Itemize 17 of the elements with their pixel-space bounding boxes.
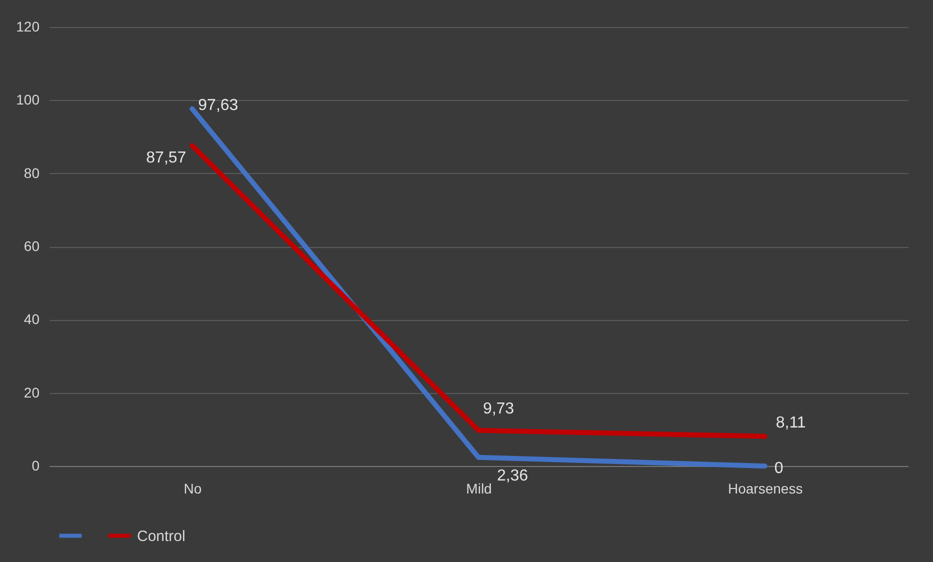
y-tick-label: 80	[24, 164, 40, 181]
y-tick-label: 20	[24, 384, 40, 400]
data-label: 8,11	[776, 414, 806, 432]
legend-label: Control	[137, 528, 186, 545]
data-label: 87,57	[146, 150, 186, 167]
y-tick-label: 60	[24, 238, 40, 254]
x-tick-label: Hoarseness	[728, 480, 803, 496]
y-tick-label: 40	[24, 311, 40, 328]
data-label: 0	[774, 460, 784, 477]
x-tick-label: Mild	[466, 480, 492, 496]
y-tick-label: 100	[16, 92, 40, 108]
x-tick-label: No	[184, 480, 202, 496]
y-tick-label: 120	[16, 18, 40, 34]
data-label: 2,36	[496, 467, 528, 484]
data-label: 97,63	[198, 96, 238, 114]
data-label: 9,73	[482, 400, 514, 418]
y-tick-label: 0	[32, 458, 40, 474]
